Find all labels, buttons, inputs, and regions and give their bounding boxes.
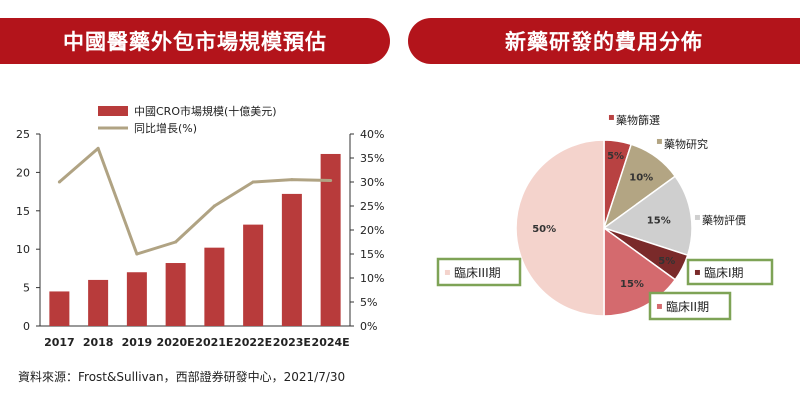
highlight-box <box>648 291 732 321</box>
source-note: 資料來源：Frost&Sullivan，西部證券研發中心，2021/7/30 <box>18 370 346 384</box>
bar-2021E <box>204 247 225 326</box>
growth-point-2021E <box>212 204 216 208</box>
y2-tick-label: 15% <box>360 248 384 261</box>
legend-bar-swatch <box>98 106 128 116</box>
y2-tick-label: 30% <box>360 176 384 189</box>
category-marker: ▪ <box>444 267 451 278</box>
y2-tick-label: 5% <box>360 296 377 309</box>
x-tick-label: 2024E <box>312 336 350 349</box>
x-tick-label: 2017 <box>44 336 75 349</box>
pie-slice-6 <box>515 139 605 317</box>
category-marker: ▪ <box>608 112 615 123</box>
bar-2022E <box>243 224 264 326</box>
x-tick-label: 2022E <box>234 336 272 349</box>
pie-pct-label: 10% <box>629 173 653 184</box>
category-marker: ▪ <box>694 267 701 278</box>
bar-2023E <box>281 193 302 326</box>
pie-pct-label: 5% <box>658 256 675 267</box>
bar-2018 <box>88 279 109 326</box>
y2-tick-label: 40% <box>360 128 384 141</box>
category-marker: ▪ <box>656 301 663 312</box>
highlight-box <box>436 257 522 287</box>
legend-bar-label: 中國CRO市場規模(十億美元) <box>134 104 277 118</box>
category-label: 藥物研究 <box>664 137 708 151</box>
right-title-banner: 新藥研發的費用分佈 <box>408 18 800 64</box>
category-marker: ▪ <box>656 136 663 147</box>
y-tick-label: 0 <box>23 320 30 333</box>
highlight-box <box>686 258 774 286</box>
x-tick-label: 2023E <box>273 336 311 349</box>
y-tick-label: 10 <box>16 243 30 256</box>
growth-point-2022E <box>251 180 255 184</box>
growth-point-2020E <box>174 240 178 244</box>
x-tick-label: 2018 <box>83 336 114 349</box>
pie-slice-3 <box>602 175 693 257</box>
y-tick-label: 20 <box>16 166 30 179</box>
pie-pct-label: 15% <box>647 215 671 226</box>
pie-pct-label: 15% <box>620 279 644 290</box>
y2-tick-label: 0% <box>360 320 377 333</box>
category-label: 藥物評價 <box>702 213 746 227</box>
bar-2020E <box>165 263 186 326</box>
category-marker: ▪ <box>694 212 701 223</box>
left-title-banner: 中國醫藥外包市場規模預估 <box>0 18 390 64</box>
rd-cost-pie-chart: 5%10%15%5%15%50%▪ 藥物篩選▪ 藥物研究▪ 藥物評價▪ 臨床I期▪ 臨床I… <box>436 112 774 321</box>
bar-2019 <box>126 272 147 326</box>
category-label: 臨床III期 <box>454 266 501 280</box>
x-tick-label: 2019 <box>122 336 153 349</box>
y2-tick-label: 20% <box>360 224 384 237</box>
y2-tick-label: 35% <box>360 152 384 165</box>
y2-tick-label: 25% <box>360 200 384 213</box>
cro-market-chart: 0 5 10 15 20 25 0% 5% 10% 15% 20% 25% 30% 35% 40% 2017 2… <box>16 104 384 349</box>
y-tick-label: 15 <box>16 205 30 218</box>
pie-pct-label: 5% <box>607 151 624 162</box>
growth-point-2018 <box>96 146 100 150</box>
growth-line <box>58 146 331 256</box>
growth-point-2017 <box>57 180 61 184</box>
y-tick-label: 25 <box>16 128 30 141</box>
y-tick-label: 5 <box>23 282 30 295</box>
legend-line-label: 同比增長(%) <box>134 121 197 135</box>
x-tick-label: 2020E <box>157 336 195 349</box>
growth-point-2023E <box>290 178 294 182</box>
bar-2017 <box>49 291 70 326</box>
category-label: 臨床II期 <box>666 300 709 314</box>
growth-point-2019 <box>135 252 139 256</box>
category-label: 臨床I期 <box>704 266 744 280</box>
bar-2024E <box>320 153 341 326</box>
category-label: 藥物篩選 <box>616 113 660 127</box>
y2-tick-label: 10% <box>360 272 384 285</box>
pie-pct-label: 50% <box>532 224 556 235</box>
x-tick-label: 2021E <box>195 336 233 349</box>
growth-point-2024E <box>329 179 333 183</box>
